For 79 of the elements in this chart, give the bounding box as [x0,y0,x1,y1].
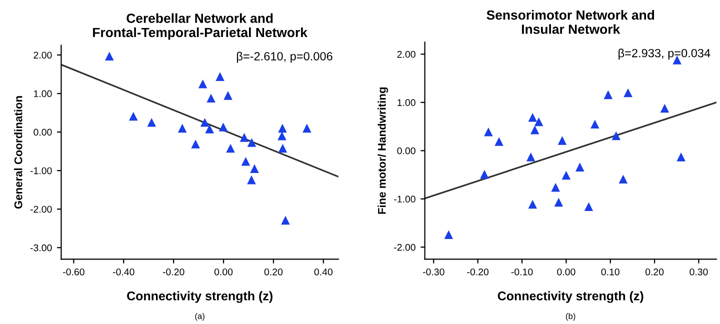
point [558,136,567,145]
point [528,112,537,122]
point [281,216,290,225]
point [278,144,288,153]
point [241,156,250,166]
point [604,90,613,100]
point [551,182,560,192]
y-tick-label: -2.00 [394,244,416,251]
annotation: β=-2.610, p=0.006 [236,52,332,63]
x-axis-title: Connectivity strength (z) [127,291,272,303]
point [240,133,249,142]
point [526,152,536,162]
point [178,124,187,133]
point [575,162,584,172]
x-tick-label: 0.40 [314,268,332,276]
point [278,132,286,140]
x-tick-label: 0.20 [645,268,664,276]
point [618,174,628,184]
x-axis-title: Connectivity strength (z) [498,291,644,303]
point [205,124,214,134]
y-tick-label: -3.00 [30,244,52,252]
x-tick-label: -0.60 [63,268,84,276]
point [624,88,632,98]
point [216,72,224,81]
point [590,120,600,129]
y-tick-label: 1.00 [398,99,416,106]
point [218,122,228,132]
point [444,230,454,239]
point [612,131,620,140]
x-tick-label: 0.00 [557,268,576,276]
point [250,164,259,174]
point [302,124,312,133]
y-tick-label: -1.00 [30,167,52,174]
x-tick-label: -0.20 [162,268,184,276]
y-tick-label: 2.00 [397,50,416,58]
x-tick-label: 0.30 [690,268,708,276]
text: (b) [566,312,576,321]
point [480,170,489,179]
point [562,170,571,180]
chart-title: Cerebellar Network and Frontal-Temporal-Parietal Network [93,13,308,40]
point [206,94,216,103]
point [528,200,537,209]
point [191,140,200,148]
annotation: β=2.933, p=0.034 [618,48,710,60]
x-tick-label: -0.10 [511,268,533,276]
point [278,124,287,133]
x-tick-label: 0.00 [214,268,233,276]
point [200,118,210,127]
point [676,152,686,162]
point [494,137,504,146]
y-axis-title: General Coordination [14,96,22,209]
x-tick-label: -0.40 [112,268,134,276]
point [554,198,564,207]
y-tick-label: 2.00 [34,52,52,59]
point [247,138,256,147]
x-tick-label: -0.30 [422,268,444,276]
x-tick-label: -0.20 [467,268,489,276]
point [224,91,232,100]
x-tick-label: 0.10 [601,268,620,276]
y-tick-label: 0.00 [34,128,52,136]
y-tick-label: 1.00 [34,90,52,98]
point [105,52,114,61]
y-axis-title: Fine motor/ Handwriting [378,88,388,214]
point [660,104,670,113]
point [247,175,256,184]
point [128,112,138,121]
point [147,118,156,127]
point [198,80,208,88]
chart-title: Sensorimotor Network and Insular Network [486,10,654,34]
y-tick-label: 0.00 [397,147,416,154]
point [226,144,235,153]
text: (a) [195,312,204,321]
x-tick-label: 0.20 [264,268,283,276]
point [484,127,493,136]
point [534,117,544,126]
point [530,126,540,134]
point [584,202,594,212]
y-tick-label: -2.00 [30,206,52,213]
y-tick-label: -1.00 [394,196,416,203]
